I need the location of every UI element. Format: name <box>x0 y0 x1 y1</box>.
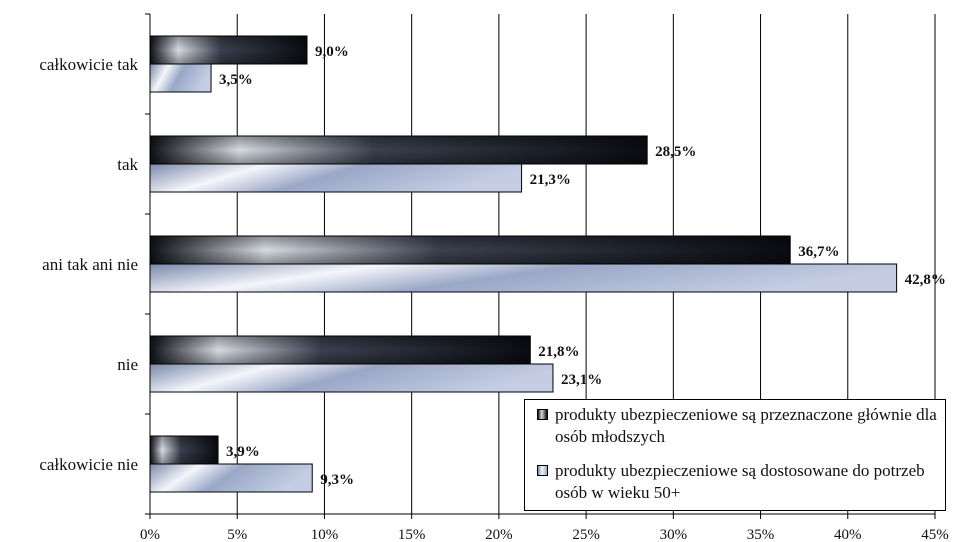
data-label: 21,3% <box>530 172 571 188</box>
data-label: 36,7% <box>798 244 839 260</box>
x-tick-label: 0% <box>140 527 160 542</box>
legend-swatch-dark <box>537 409 548 420</box>
labels: 9,0% 3,5% 28,5% 21,3% 36,7% 42,8% 21,8% 23,1% 3,… <box>219 44 946 488</box>
category-label: ani tak ani nie <box>42 255 138 274</box>
bar-shade <box>150 336 531 364</box>
data-label: 9,3% <box>320 472 354 488</box>
x-tick-label: 30% <box>660 527 688 542</box>
data-label: 3,5% <box>219 72 253 88</box>
bar-series-2 <box>149 363 554 393</box>
x-tick-label: 40% <box>834 527 862 542</box>
data-label: 9,0% <box>315 44 349 60</box>
bar-shade <box>150 236 791 264</box>
x-tick-label: 20% <box>485 527 513 542</box>
x-tick-label: 15% <box>398 527 426 542</box>
bar-shade <box>150 36 307 64</box>
x-tick-label: 35% <box>747 527 775 542</box>
category-label: nie <box>117 355 138 374</box>
category-label: tak <box>117 155 138 174</box>
data-label: 28,5% <box>655 144 696 160</box>
data-label: 42,8% <box>905 272 946 288</box>
legend-item-1: produkty ubezpieczeniowe są przeznaczone… <box>537 404 939 448</box>
bar-shade <box>150 436 219 464</box>
bar-series-2 <box>149 463 313 493</box>
x-tick-label: 5% <box>227 527 247 542</box>
data-label: 3,9% <box>226 444 260 460</box>
legend-label-2: produkty ubezpieczeniowe są dostosowane … <box>555 461 925 502</box>
legend-swatch-light <box>537 465 548 476</box>
axes: 0% 5% 10% 15% 20% 25% 30% 35% 40% 45% całkowicie t… <box>39 13 949 542</box>
bar-series-2 <box>149 163 523 193</box>
category-label: całkowicie tak <box>39 55 138 74</box>
x-tick-label: 10% <box>311 527 339 542</box>
bar-series-2 <box>149 263 898 293</box>
x-tick-label: 25% <box>572 527 600 542</box>
bars <box>149 35 898 493</box>
bar-series-2 <box>149 63 212 93</box>
legend-label-1: produkty ubezpieczeniowe są przeznaczone… <box>555 405 937 446</box>
bar-shade <box>150 136 648 164</box>
data-label: 23,1% <box>561 372 602 388</box>
data-label: 21,8% <box>538 344 579 360</box>
x-tick-label: 45% <box>921 527 949 542</box>
category-label: całkowicie nie <box>39 455 138 474</box>
legend: produkty ubezpieczeniowe są przeznaczone… <box>524 399 946 511</box>
legend-item-2: produkty ubezpieczeniowe są dostosowane … <box>537 460 939 504</box>
